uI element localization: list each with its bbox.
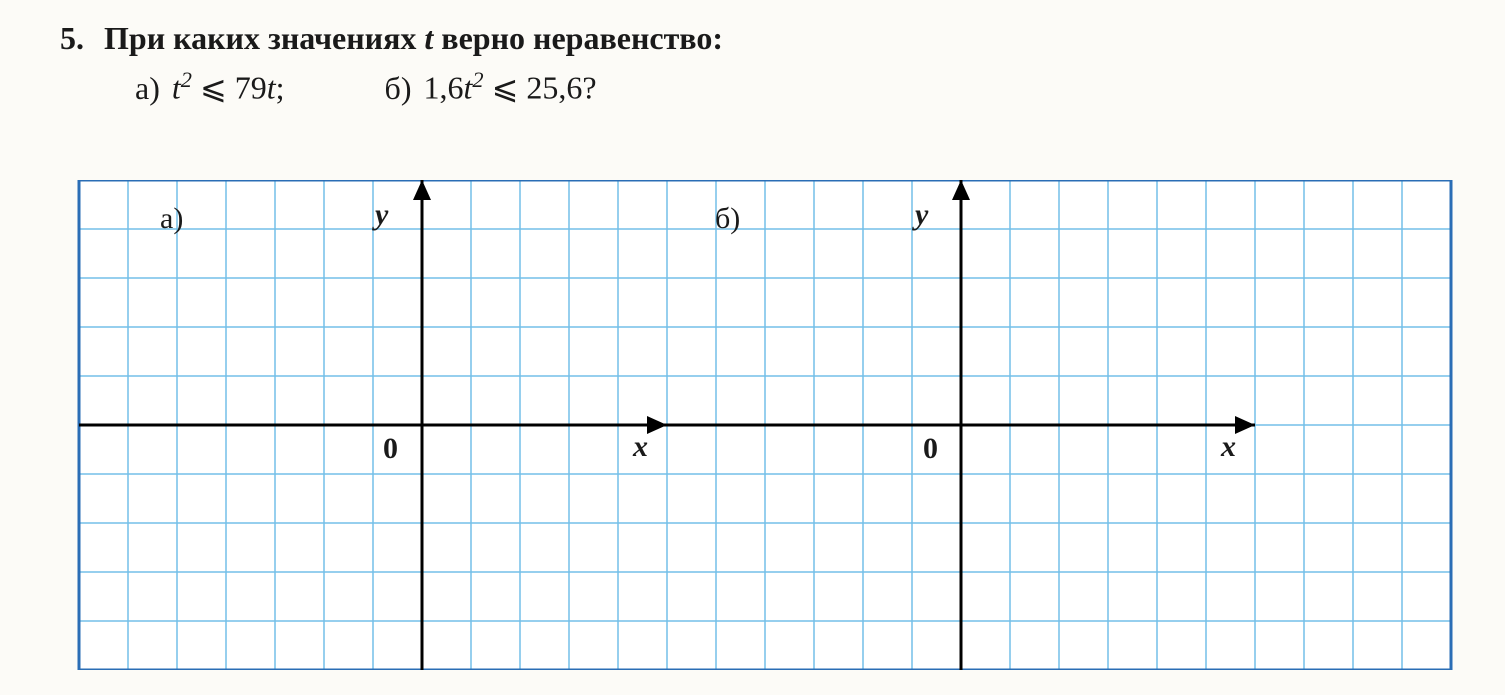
plot-a-origin: 0 <box>383 432 398 466</box>
option-b-expr: 1,6t2 ⩽ 25,6? <box>423 67 596 107</box>
question-variable: t <box>424 20 433 56</box>
question-number: 5. <box>60 20 84 57</box>
option-a-lhs-exp: 2 <box>181 67 192 92</box>
option-b: б) 1,6t2 ⩽ 25,6? <box>385 67 597 107</box>
plot-a-y-label: y <box>375 198 388 232</box>
option-a: а) t2 ⩽ 79t; <box>135 67 285 107</box>
option-b-op: ⩽ <box>492 70 519 106</box>
question-text: При каких значениях t верно неравенство: <box>104 20 723 57</box>
option-a-expr: t2 ⩽ 79t; <box>172 67 285 107</box>
option-b-lhs-exp: 2 <box>472 67 483 92</box>
question-area: 5. При каких значениях t верно неравенст… <box>0 0 1505 117</box>
plot-a-x-label: x <box>633 430 648 464</box>
grid-container: а) y x 0 б) y x 0 <box>75 180 1455 670</box>
option-a-op: ⩽ <box>200 70 227 106</box>
option-b-rhs: 25,6? <box>526 70 596 106</box>
option-a-suffix: ; <box>276 70 285 106</box>
plot-b-origin: 0 <box>923 432 938 466</box>
option-a-lhs-var: t <box>172 70 181 106</box>
option-a-rhs-var: t <box>267 70 276 106</box>
plot-b-y-label: y <box>915 198 928 232</box>
option-b-label: б) <box>385 70 412 107</box>
options-line: а) t2 ⩽ 79t; б) 1,6t2 ⩽ 25,6? <box>60 67 1445 107</box>
option-a-label: а) <box>135 70 160 107</box>
option-b-lhs-coef: 1,6 <box>423 70 463 106</box>
plot-a-label: а) <box>160 202 183 236</box>
option-a-rhs: 79 <box>235 70 267 106</box>
question-line: 5. При каких значениях t верно неравенст… <box>60 20 1445 57</box>
question-text-before: При каких значениях <box>104 20 424 56</box>
graph-grid <box>75 180 1455 670</box>
plot-b-label: б) <box>715 202 740 236</box>
question-text-after: верно неравенство: <box>441 20 723 56</box>
plot-b-x-label: x <box>1221 430 1236 464</box>
